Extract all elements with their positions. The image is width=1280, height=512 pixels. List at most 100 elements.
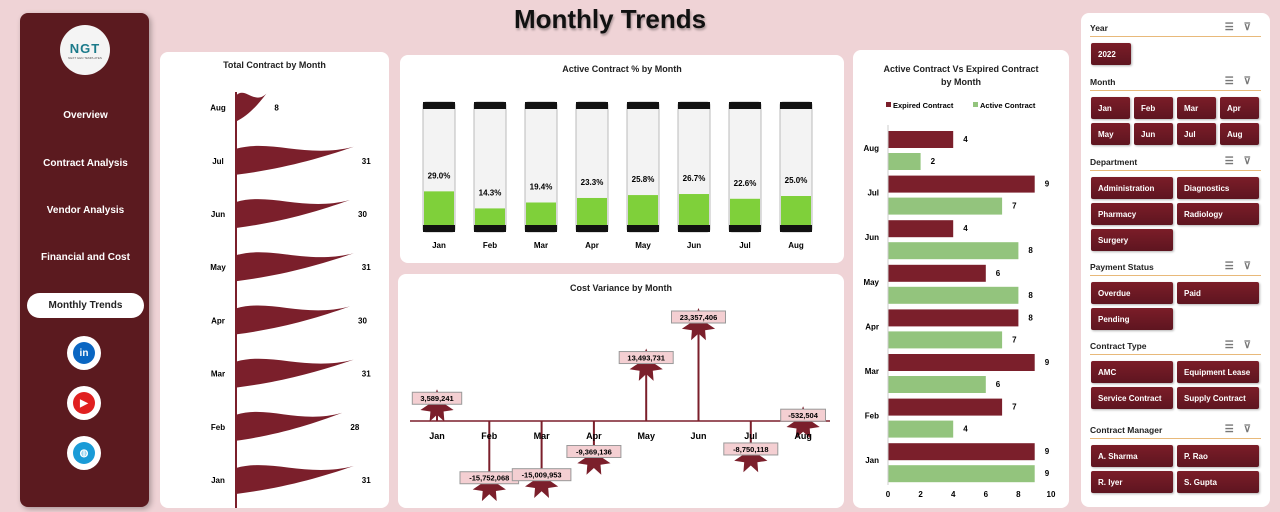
- month-label: May: [637, 431, 655, 441]
- month-label: Jul: [212, 157, 224, 166]
- data-label: 7: [1012, 335, 1017, 344]
- data-label: 8: [274, 104, 279, 113]
- slicer-item[interactable]: Feb: [1134, 97, 1173, 119]
- slicer-item[interactable]: Supply Contract: [1177, 387, 1259, 409]
- multi-select-icon[interactable]: ☰: [1224, 424, 1244, 435]
- nav-financial-and-cost[interactable]: Financial and Cost: [41, 252, 130, 263]
- multi-select-icon[interactable]: ☰: [1224, 76, 1244, 87]
- slicer-item[interactable]: Pending: [1091, 308, 1173, 330]
- data-label: 22.6%: [734, 179, 757, 188]
- cylinder-bottom: [780, 225, 812, 232]
- x-tick: 10: [1047, 490, 1056, 499]
- linkedin-button[interactable]: in: [67, 336, 101, 370]
- slicer-item[interactable]: Radiology: [1177, 203, 1259, 225]
- fill-bar: [628, 195, 658, 225]
- slicer-item[interactable]: Overdue: [1091, 282, 1173, 304]
- clear-filter-icon[interactable]: ⊽: [1243, 424, 1261, 435]
- x-tick: 0: [886, 490, 891, 499]
- slicer-item[interactable]: Diagnostics: [1177, 177, 1259, 199]
- multi-select-icon[interactable]: ☰: [1224, 261, 1244, 272]
- data-label: -8,750,118: [733, 445, 768, 454]
- slicer-item[interactable]: AMC: [1091, 361, 1173, 383]
- slicer-item[interactable]: Surgery: [1091, 229, 1173, 251]
- clear-filter-icon[interactable]: ⊽: [1243, 76, 1261, 87]
- bar: [888, 197, 1003, 215]
- flag-bar: [236, 252, 354, 282]
- month-label: Jun: [865, 233, 879, 242]
- flag-bar: [236, 411, 343, 441]
- clear-filter-icon[interactable]: ⊽: [1243, 22, 1261, 33]
- month-label: Apr: [211, 316, 225, 325]
- slicer-item[interactable]: Mar: [1177, 97, 1216, 119]
- slicer-title: Month: [1090, 76, 1116, 87]
- total-contract-card: Total Contract by Month Jan 31 Feb 28 Mar 31 A…: [160, 52, 389, 508]
- slicer-item[interactable]: P. Rao: [1177, 445, 1259, 467]
- label-box: [618, 351, 674, 365]
- nav-monthly-trends[interactable]: Monthly Trends: [27, 293, 144, 318]
- globe-button[interactable]: ◍: [67, 436, 101, 470]
- chart-title: Total Contract by Month: [223, 60, 326, 70]
- month-label: May: [863, 278, 879, 287]
- slicer-item[interactable]: Pharmacy: [1091, 203, 1173, 225]
- data-label: 2: [931, 157, 936, 166]
- multi-select-icon[interactable]: ☰: [1224, 22, 1244, 33]
- slicer-item[interactable]: 2022: [1091, 43, 1131, 65]
- flag-bar: [236, 465, 354, 494]
- slicer-item[interactable]: Administration: [1091, 177, 1173, 199]
- slicer-item[interactable]: Service Contract: [1091, 387, 1173, 409]
- slicer-item[interactable]: Aug: [1220, 123, 1259, 145]
- logo-text: NGT: [69, 40, 101, 56]
- month-label: Jun: [211, 210, 225, 219]
- logo-subtext: NEXT GEN TEMPLATES: [68, 55, 102, 60]
- slicer-item[interactable]: Jun: [1134, 123, 1173, 145]
- nav-vendor-analysis[interactable]: Vendor Analysis: [46, 205, 125, 216]
- slicer-item[interactable]: Jul: [1177, 123, 1216, 145]
- nav-overview[interactable]: Overview: [63, 110, 108, 121]
- data-label: 30: [358, 210, 367, 219]
- data-label: 13,493,731: [627, 354, 665, 363]
- multi-select-icon[interactable]: ☰: [1224, 156, 1244, 167]
- clear-filter-icon[interactable]: ⊽: [1243, 261, 1261, 272]
- data-label: -9,369,136: [576, 448, 612, 457]
- month-label: Jan: [429, 431, 445, 441]
- month-label: Apr: [586, 431, 602, 441]
- label-box: [566, 445, 622, 459]
- x-tick: 6: [984, 490, 989, 499]
- month-label: May: [635, 241, 651, 250]
- nav-contract-analysis[interactable]: Contract Analysis: [43, 158, 128, 169]
- x-tick: 8: [1016, 490, 1021, 499]
- legend-label: Active Contract: [980, 101, 1036, 110]
- multi-select-icon[interactable]: ☰: [1224, 340, 1244, 351]
- slicer-item[interactable]: Equipment Lease: [1177, 361, 1259, 383]
- cylinder-top: [576, 102, 608, 109]
- data-label: 23,357,406: [680, 313, 718, 322]
- month-label: Jan: [211, 476, 225, 485]
- slicer-title: Department: [1090, 156, 1138, 167]
- slicer-item[interactable]: Jan: [1091, 97, 1130, 119]
- cylinder-top: [525, 102, 557, 109]
- slicer-item[interactable]: May: [1091, 123, 1130, 145]
- slicer-item[interactable]: Paid: [1177, 282, 1259, 304]
- month-label: Jul: [867, 189, 879, 198]
- data-label: 19.4%: [530, 182, 553, 191]
- flag-bar: [236, 358, 354, 388]
- cylinder-top: [678, 102, 710, 109]
- fill-bar: [577, 197, 607, 225]
- clear-filter-icon[interactable]: ⊽: [1243, 340, 1261, 351]
- slicer-item[interactable]: S. Gupta: [1177, 471, 1259, 493]
- slicer-item[interactable]: A. Sharma: [1091, 445, 1173, 467]
- clear-filter-icon[interactable]: ⊽: [1243, 156, 1261, 167]
- data-label: 6: [996, 380, 1001, 389]
- globe-icon: ◍: [73, 442, 95, 464]
- active-vs-expired-card: Active Contract Vs Expired Contract by M…: [853, 50, 1069, 508]
- data-label: 28: [350, 423, 359, 432]
- chart-title: Active Contract % by Month: [562, 64, 682, 74]
- data-label: 4: [963, 425, 968, 434]
- slicer-header: Payment Status ☰⊽: [1090, 258, 1261, 276]
- bar: [888, 420, 954, 438]
- cylinder-bottom: [576, 225, 608, 232]
- slicer-item[interactable]: Apr: [1220, 97, 1259, 119]
- slicer-header: Month ☰⊽: [1090, 73, 1261, 91]
- slicer-item[interactable]: R. Iyer: [1091, 471, 1173, 493]
- youtube-button[interactable]: ▶: [67, 386, 101, 420]
